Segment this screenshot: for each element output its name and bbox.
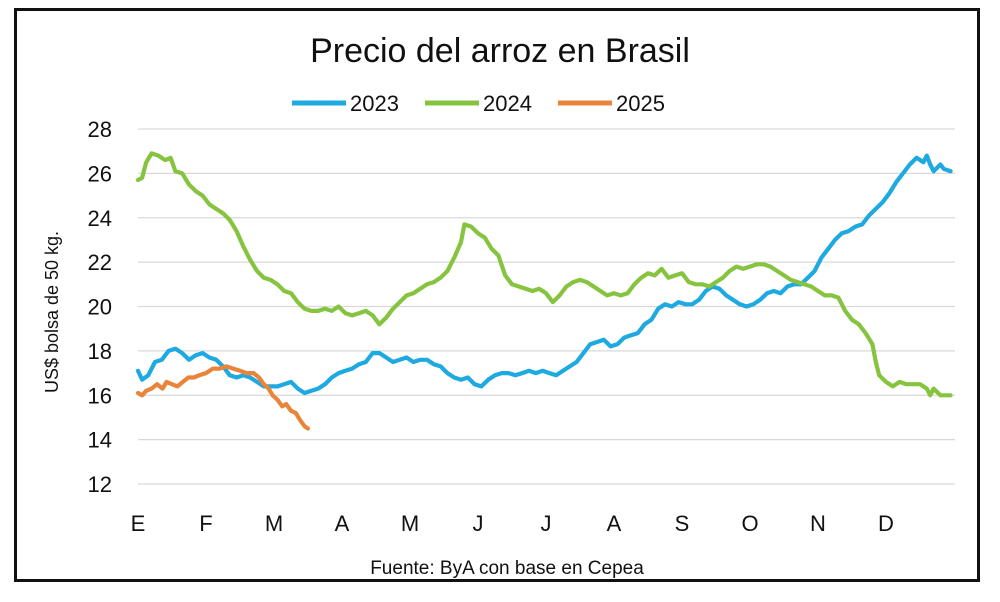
x-tick-label: O [741,511,758,536]
series-line-2024 [135,151,953,398]
x-tick-label: D [878,511,894,536]
legend-label-2024: 2024 [483,91,532,116]
x-tick-label: F [199,511,212,536]
x-tick-label: A [335,511,350,536]
y-tick-label: 18 [88,339,112,364]
y-tick-label: 14 [88,428,112,453]
source-note: Fuente: ByA con base en Cepea [370,558,644,579]
x-tick-label: M [265,511,283,536]
y-tick-label: 26 [88,161,112,186]
x-tick-label: J [541,511,552,536]
chart-frame [14,8,980,582]
x-tick-label: E [131,511,146,536]
y-tick-label: 28 [88,117,112,142]
chart-legend: 2023 2024 2025 [292,91,665,116]
chart-series-lines [135,151,953,431]
chart-title: Precio del arroz en Brasil [310,32,690,70]
x-tick-label: S [675,511,690,536]
y-tick-label: 22 [88,250,112,275]
series-line-2025 [135,364,311,431]
y-axis-ticks: 12 14 16 18 20 22 24 26 28 [88,117,112,497]
series-line-2023 [135,153,953,396]
y-axis-label: US$ bolsa de 50 kg. [42,231,62,393]
x-tick-label: A [607,511,622,536]
y-tick-label: 16 [88,383,112,408]
y-tick-label: 12 [88,472,112,497]
legend-label-2023: 2023 [350,91,399,116]
x-tick-label: M [401,511,419,536]
legend-label-2025: 2025 [616,91,665,116]
x-tick-label: N [810,511,826,536]
y-tick-label: 24 [88,206,112,231]
x-tick-label: J [473,511,484,536]
y-tick-label: 20 [88,295,112,320]
chart-grid [138,128,955,485]
